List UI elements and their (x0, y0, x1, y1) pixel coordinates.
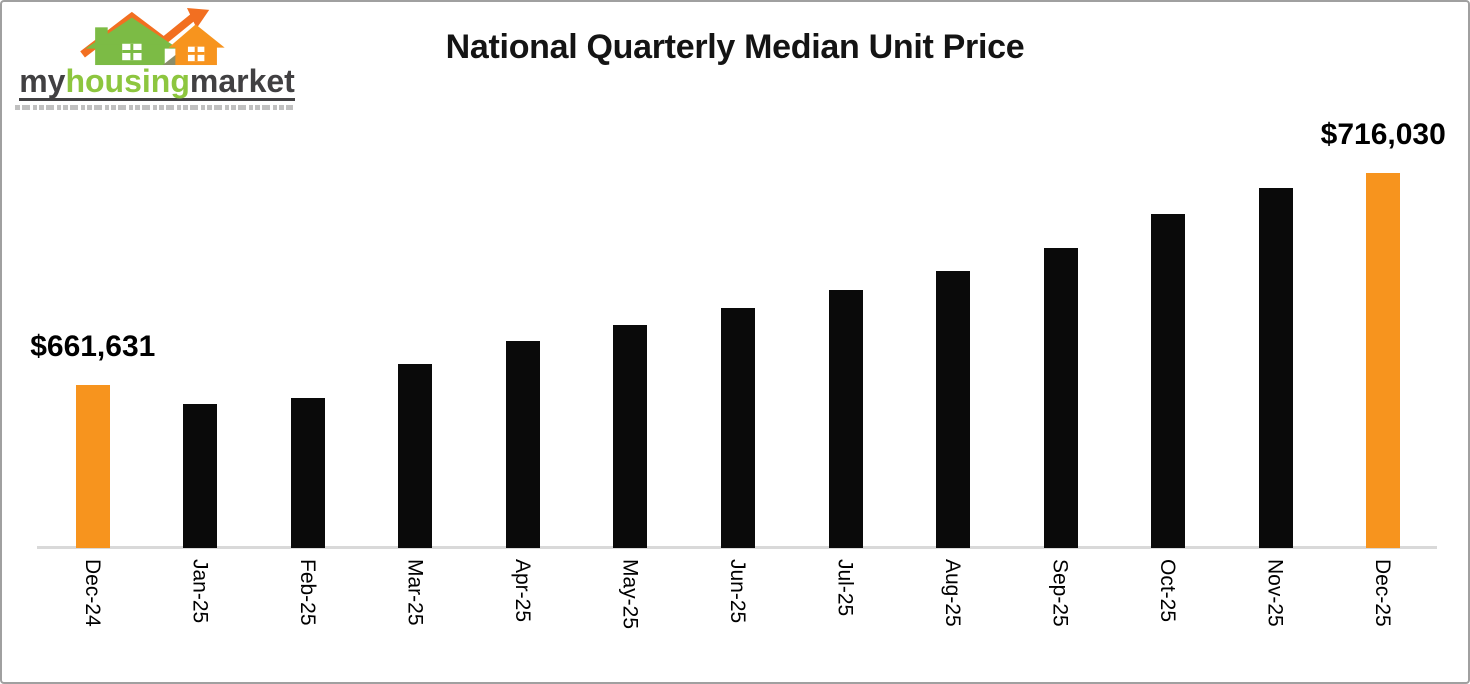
bar-oct-25 (1151, 214, 1186, 548)
bar-jun-25 (721, 307, 755, 548)
bar-dec-25 (1366, 173, 1401, 548)
bar-may-25 (613, 325, 648, 548)
bar-jan-25 (183, 403, 218, 548)
brand-wordmark: myhousingmarket (19, 63, 295, 101)
brand-wordmark-housing: housing (65, 63, 190, 99)
chart-title: National Quarterly Median Unit Price (445, 28, 1025, 66)
bar-nov-25 (1258, 188, 1293, 548)
x-tick-label-dec-24: Dec-24 (80, 559, 104, 627)
bar-aug-25 (936, 271, 971, 548)
bar-mar-25 (398, 364, 433, 548)
x-tick-label-mar-25: Mar-25 (403, 559, 427, 626)
brand-logo: myhousingmarket (15, 8, 299, 110)
trend-arrow-head (186, 8, 210, 29)
bar-sep-25 (1043, 248, 1078, 548)
x-tick-label-dec-25: Dec-25 (1371, 559, 1395, 627)
x-tick-label-feb-25: Feb-25 (295, 559, 319, 626)
x-tick-label-nov-25: Nov-25 (1263, 559, 1287, 627)
x-tick-label-jan-25: Jan-25 (188, 559, 212, 624)
data-label-dec-24: $661,631 (30, 330, 156, 364)
brand-wordmark-market: market (189, 63, 295, 99)
data-label-dec-25: $716,030 (1320, 118, 1446, 152)
x-tick-label-apr-25: Apr-25 (510, 559, 534, 623)
x-tick-label-aug-25: Aug-25 (941, 559, 965, 627)
bar-apr-25 (505, 341, 540, 548)
green-house-roof (85, 17, 179, 49)
bar-jul-25 (828, 289, 863, 548)
housing-market-logo-icon (80, 8, 225, 66)
x-tick-label-jun-25: Jun-25 (726, 559, 749, 624)
x-tick-label-may-25: May-25 (618, 559, 642, 630)
orange-house-roof (168, 24, 225, 48)
bar-dec-24 (75, 385, 110, 548)
x-tick-label-oct-25: Oct-25 (1156, 559, 1180, 623)
bar-feb-25 (290, 398, 325, 548)
x-tick-label-sep-25: Sep-25 (1048, 559, 1072, 627)
logo-tagline (15, 105, 293, 110)
x-tick-label-jul-25: Jul-25 (833, 559, 857, 617)
brand-wordmark-my: my (19, 63, 66, 99)
